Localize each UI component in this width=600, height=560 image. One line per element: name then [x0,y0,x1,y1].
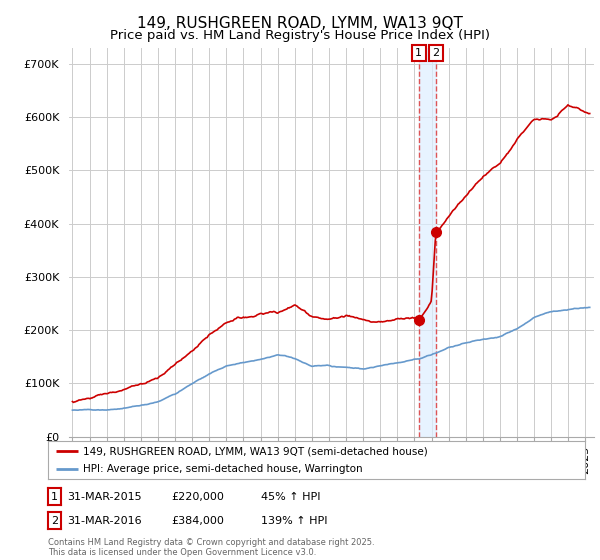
Bar [419,48,436,437]
Text: 1: 1 [51,492,58,502]
Text: 2: 2 [432,48,439,58]
Text: 149, RUSHGREEN ROAD, LYMM, WA13 9QT: 149, RUSHGREEN ROAD, LYMM, WA13 9QT [137,16,463,31]
Text: 139% ↑ HPI: 139% ↑ HPI [261,516,328,526]
Text: 1: 1 [415,48,422,58]
Text: 45% ↑ HPI: 45% ↑ HPI [261,492,320,502]
Text: £384,000: £384,000 [171,516,224,526]
Text: £220,000: £220,000 [171,492,224,502]
Text: 2: 2 [51,516,58,526]
Text: Price paid vs. HM Land Registry's House Price Index (HPI): Price paid vs. HM Land Registry's House … [110,29,490,42]
Text: Contains HM Land Registry data © Crown copyright and database right 2025.
This d: Contains HM Land Registry data © Crown c… [48,538,374,557]
Text: 149, RUSHGREEN ROAD, LYMM, WA13 9QT (semi-detached house): 149, RUSHGREEN ROAD, LYMM, WA13 9QT (sem… [83,446,428,456]
Text: 31-MAR-2016: 31-MAR-2016 [67,516,142,526]
Text: 31-MAR-2015: 31-MAR-2015 [67,492,142,502]
Text: HPI: Average price, semi-detached house, Warrington: HPI: Average price, semi-detached house,… [83,464,362,474]
